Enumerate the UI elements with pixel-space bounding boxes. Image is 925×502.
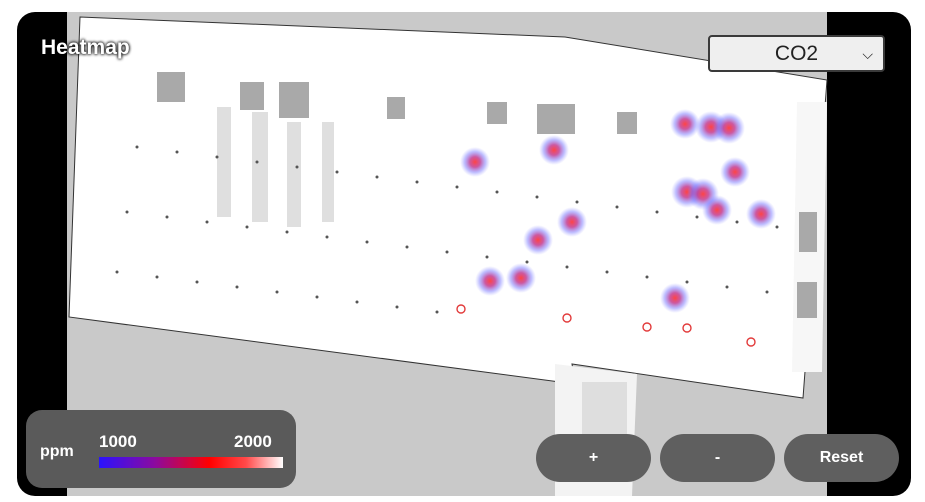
sensor-marker: [456, 304, 466, 314]
sensor-hotspot: [670, 109, 700, 139]
sensor-marker: [682, 323, 692, 333]
sensor-hotspot: [539, 135, 569, 165]
sensor-hotspot: [720, 157, 750, 187]
sensor-marker: [746, 337, 756, 347]
sensor-hotspot: [523, 225, 553, 255]
metric-select[interactable]: CO2 ⌵: [708, 35, 885, 72]
heatmap-panel: Heatmap CO2 ⌵ ppm 1000 2000 + - Reset: [17, 12, 911, 496]
obstacles: [157, 72, 817, 318]
legend-max-value: 2000: [234, 432, 272, 451]
zoom-in-button[interactable]: +: [536, 434, 651, 482]
legend-unit: ppm: [40, 443, 74, 460]
sensor-hotspot: [702, 195, 732, 225]
sensor-markers: [456, 304, 756, 347]
sensor-marker: [562, 313, 572, 323]
sensor-hotspot: [475, 266, 505, 296]
sensor-hotspots: [460, 109, 776, 313]
page-title: Heatmap: [41, 36, 130, 59]
sensor-hotspot: [557, 207, 587, 237]
sensor-hotspot: [660, 283, 690, 313]
legend-min-value: 1000: [99, 432, 137, 451]
grid-dots: [115, 145, 779, 314]
sensor-marker: [642, 322, 652, 332]
sensor-hotspot: [460, 147, 490, 177]
metric-select-value: CO2: [774, 41, 819, 65]
zoom-out-button[interactable]: -: [660, 434, 775, 482]
color-legend: ppm 1000 2000: [26, 410, 296, 488]
sensor-hotspot: [506, 263, 536, 293]
sensor-hotspot: [746, 199, 776, 229]
chevron-down-icon: ⌵: [862, 46, 873, 62]
reset-button[interactable]: Reset: [784, 434, 899, 482]
sensor-hotspot: [713, 112, 745, 144]
legend-gradient-bar: [99, 457, 283, 468]
